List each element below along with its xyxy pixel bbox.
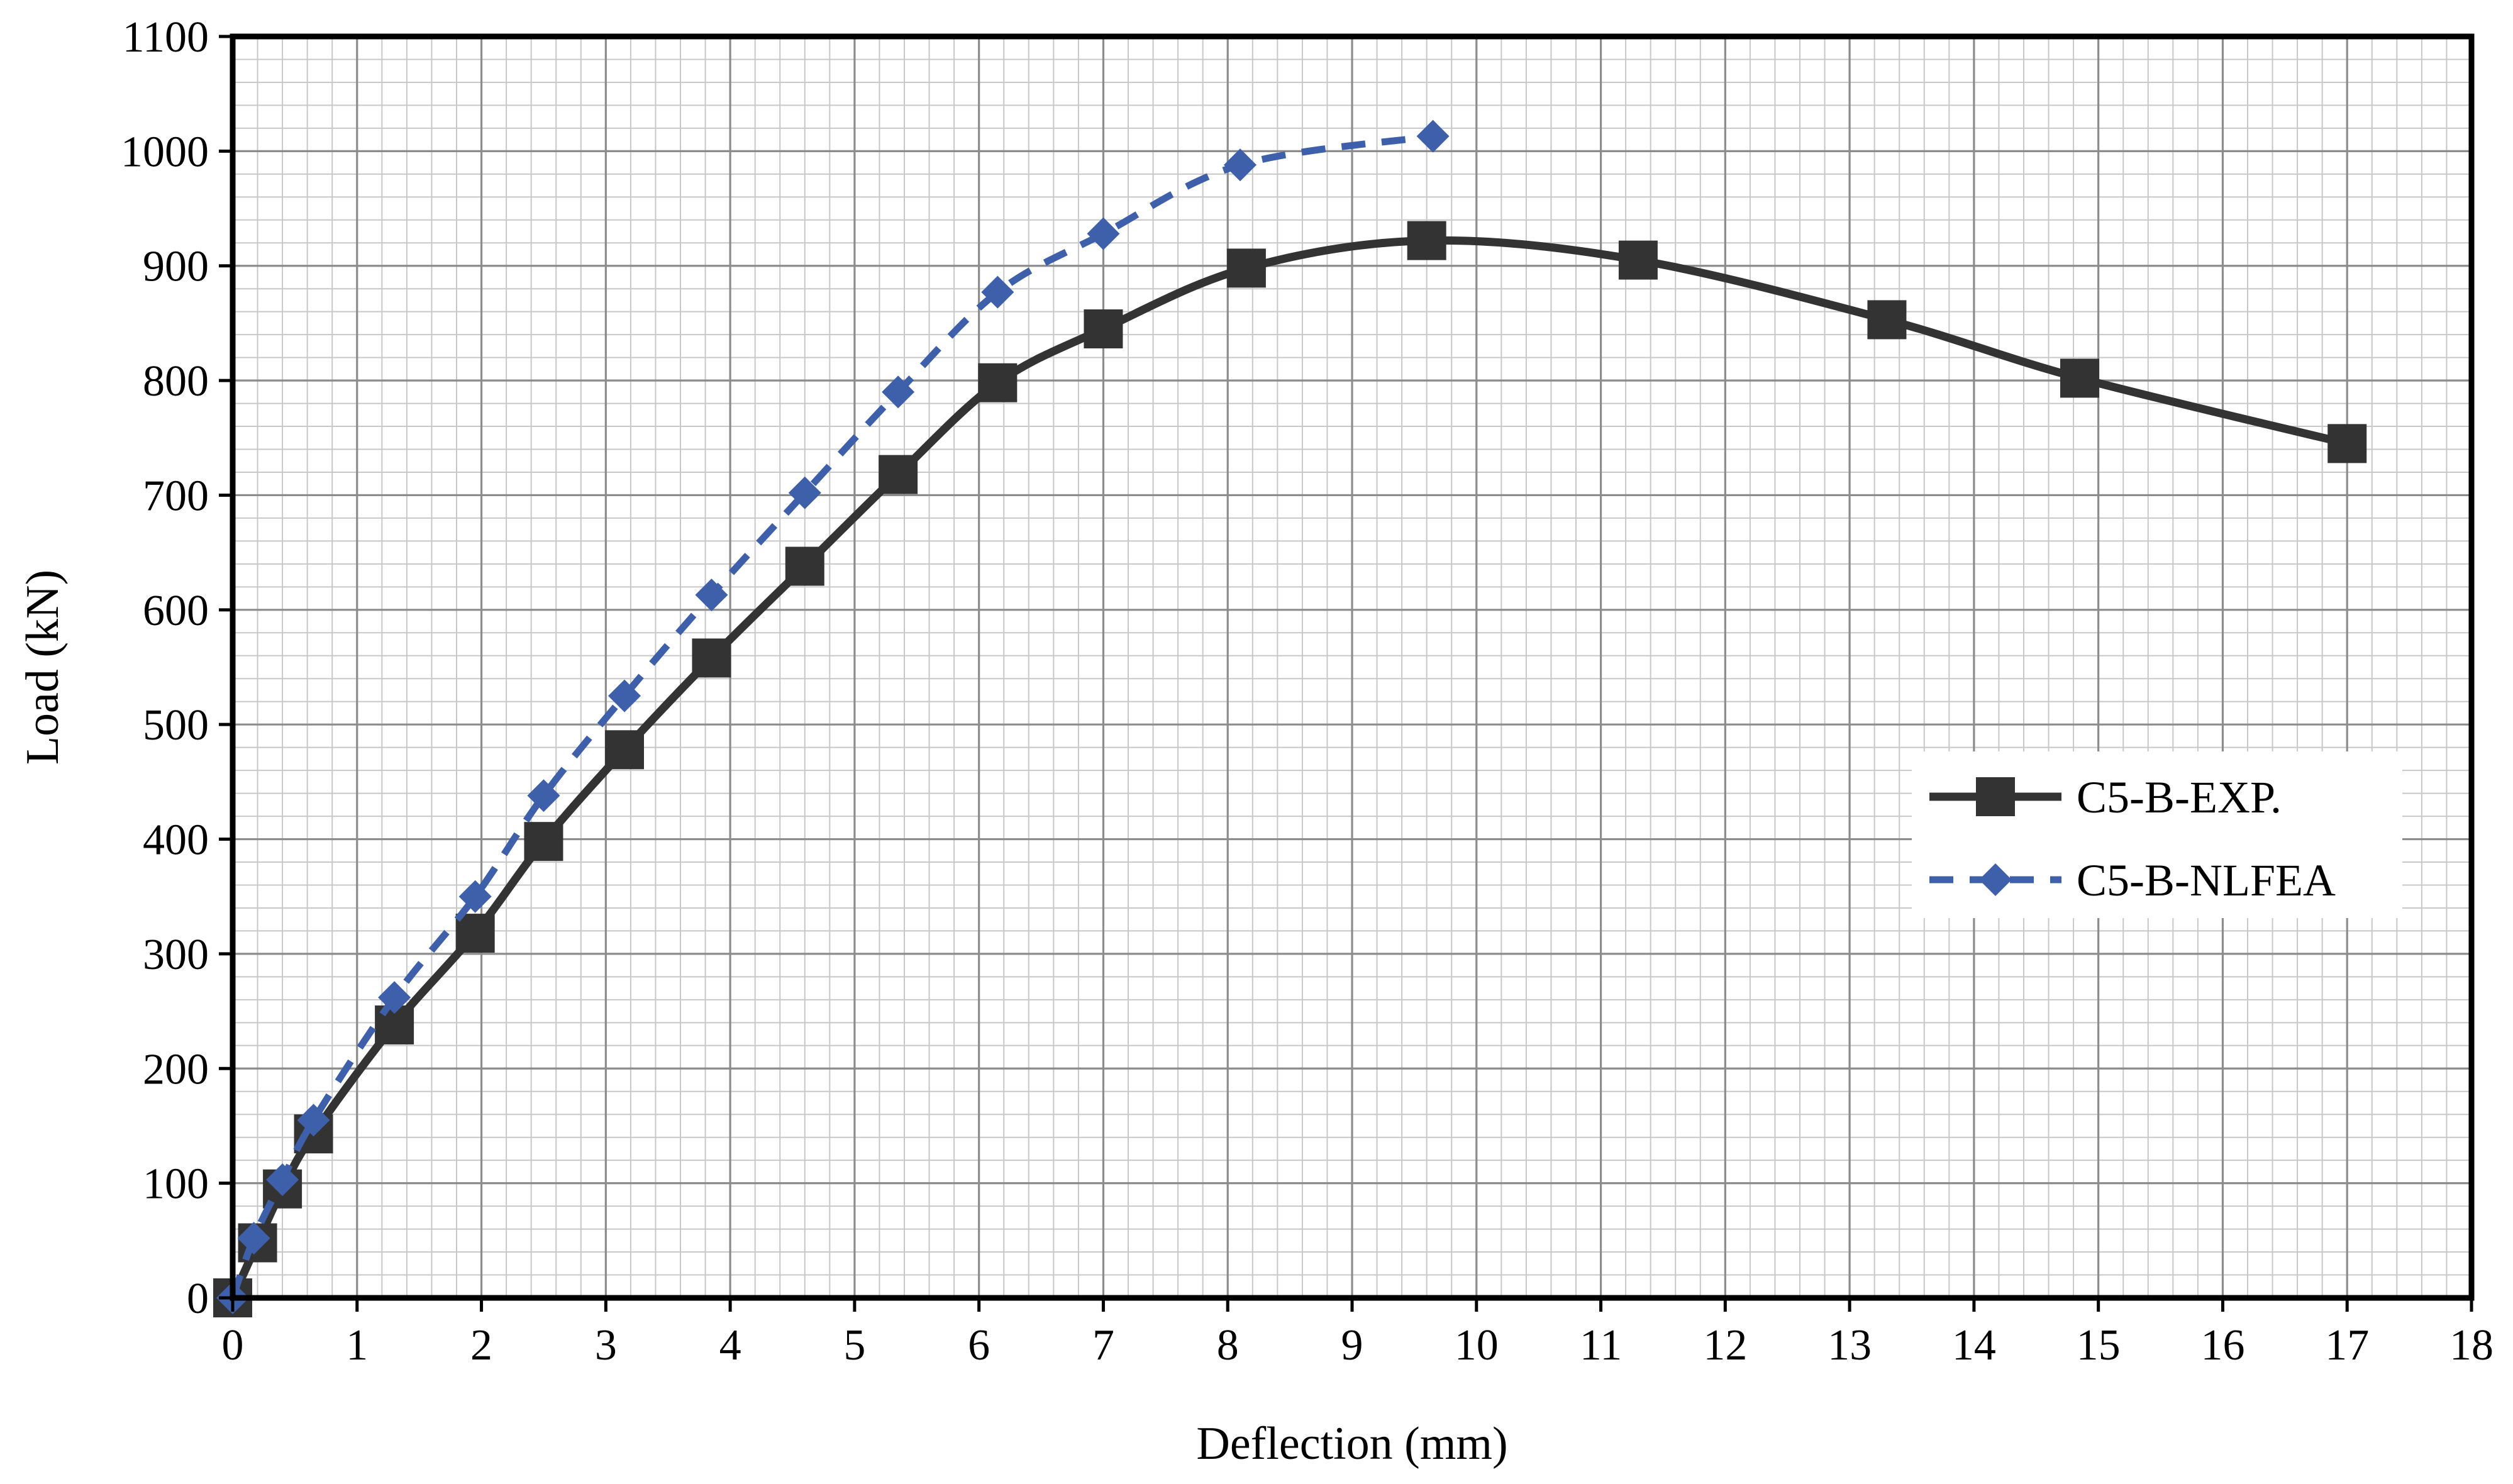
legend-marker	[1976, 777, 2015, 816]
data-point-square	[1867, 300, 1907, 340]
data-point-square	[785, 546, 824, 586]
legend-label: C5-B-EXP.	[2077, 772, 2282, 822]
x-tick-label: 17	[2325, 1321, 2369, 1370]
data-point-diamond	[788, 476, 821, 509]
legend: C5-B-EXP. C5-B-NLFEA	[1912, 751, 2402, 918]
x-axis-ticks: 0 1 2 3 4 5 6 7 8 9 10 11 12 13 14 15 16 17 18	[222, 1298, 2494, 1370]
y-tick-label: 900	[143, 243, 209, 291]
x-tick-label: 5	[843, 1321, 865, 1370]
x-tick-label: 1	[346, 1321, 368, 1370]
x-tick-label: 0	[222, 1321, 244, 1370]
y-tick-label: 400	[143, 816, 209, 865]
series-line	[229, 133, 1434, 1299]
x-tick-label: 15	[2077, 1321, 2121, 1370]
legend-entry: C5-B-EXP.	[1929, 772, 2282, 822]
y-tick-label: 1000	[121, 128, 209, 176]
data-point-diamond	[981, 275, 1014, 309]
data-point-diamond	[608, 679, 641, 712]
x-tick-label: 6	[968, 1321, 990, 1370]
x-tick-label: 3	[595, 1321, 617, 1370]
data-point-square	[2327, 424, 2367, 463]
data-point-diamond	[458, 880, 492, 913]
legend-items: C5-B-EXP. C5-B-NLFEA	[1929, 772, 2336, 905]
y-tick-label: 800	[143, 357, 209, 406]
data-point-square	[879, 455, 918, 494]
series-nlfea	[216, 119, 1450, 1314]
data-point-square	[605, 730, 644, 770]
y-tick-label: 700	[143, 472, 209, 520]
data-point-square	[692, 638, 731, 678]
y-tick-label: 0	[187, 1275, 209, 1323]
y-tick-label: 100	[143, 1160, 209, 1209]
x-tick-label: 18	[2449, 1321, 2494, 1370]
data-point-diamond	[297, 1104, 330, 1137]
y-tick-label: 1100	[123, 13, 209, 62]
data-point-diamond	[266, 1163, 299, 1197]
data-point-diamond	[882, 375, 915, 409]
data-point-square	[978, 363, 1018, 402]
data-point-square	[524, 822, 563, 861]
data-point-square	[1084, 309, 1123, 349]
x-tick-label: 9	[1341, 1321, 1363, 1370]
data-point-square	[455, 914, 495, 953]
x-tick-label: 14	[1952, 1321, 1996, 1370]
data-point-diamond	[378, 981, 411, 1014]
x-axis-title: Deflection (mm)	[1196, 1418, 1507, 1470]
data-point-diamond	[1416, 119, 1450, 153]
x-tick-label: 2	[470, 1321, 492, 1370]
y-tick-label: 600	[143, 587, 209, 635]
legend-marker	[1979, 863, 2012, 896]
y-tick-label: 200	[143, 1045, 209, 1094]
y-tick-label: 500	[143, 701, 209, 750]
data-point-diamond	[695, 579, 728, 612]
x-tick-label: 10	[1455, 1321, 1499, 1370]
x-tick-label: 12	[1703, 1321, 1747, 1370]
x-tick-label: 8	[1217, 1321, 1239, 1370]
y-tick-label: 300	[143, 931, 209, 979]
data-point-diamond	[1087, 217, 1120, 250]
x-tick-label: 16	[2200, 1321, 2244, 1370]
legend-entry: C5-B-NLFEA	[1929, 855, 2336, 905]
data-point-square	[2060, 358, 2099, 398]
data-point-diamond	[237, 1222, 270, 1255]
legend-label: C5-B-NLFEA	[2077, 855, 2336, 905]
data-point-diamond	[1224, 148, 1256, 182]
data-point-diamond	[527, 779, 560, 812]
x-tick-label: 11	[1580, 1321, 1622, 1370]
data-point-square	[1407, 221, 1446, 260]
x-tick-label: 7	[1092, 1321, 1114, 1370]
x-tick-label: 13	[1828, 1321, 1872, 1370]
data-point-square	[1226, 248, 1266, 288]
y-axis-title: Load (kN)	[17, 570, 69, 765]
data-point-square	[1618, 240, 1658, 280]
x-tick-label: 4	[719, 1321, 741, 1370]
y-axis-ticks: 0 100 200 300 400 500 600 700 800 900 1000 1100	[121, 13, 233, 1323]
